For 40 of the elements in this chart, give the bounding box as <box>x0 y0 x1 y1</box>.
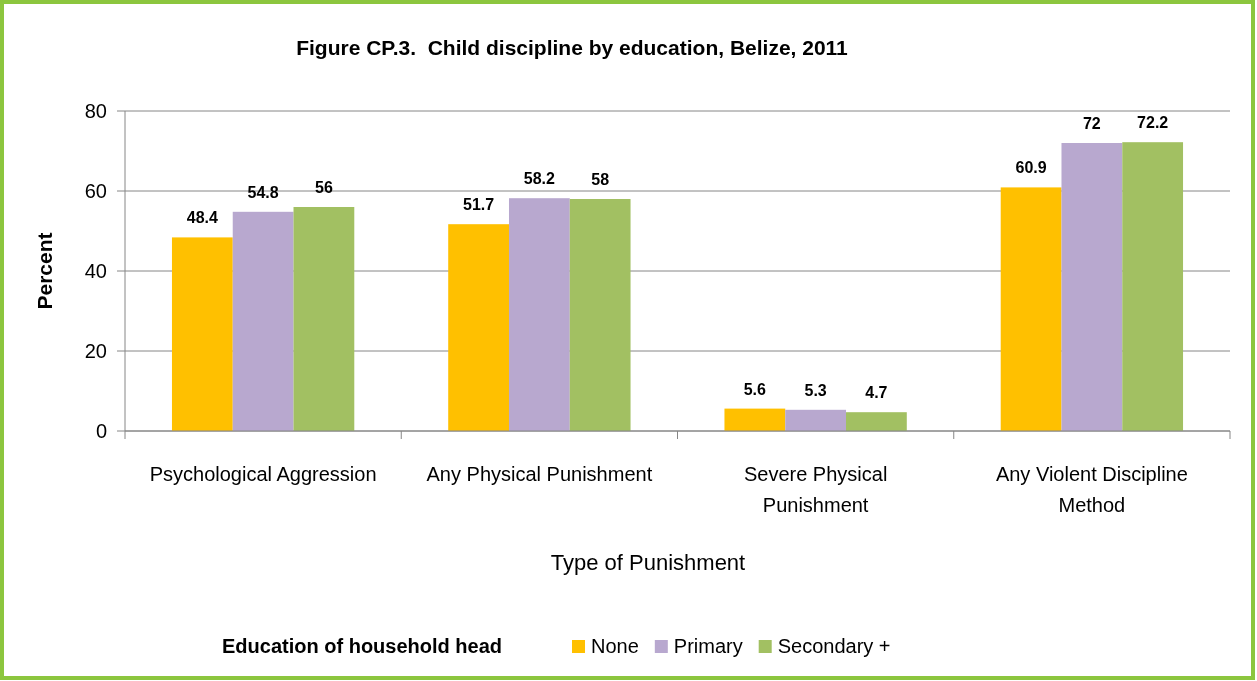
chart-title: Figure CP.3. Child discipline by education, Belize, 2011 <box>296 36 849 59</box>
bar <box>569 199 631 431</box>
x-tick-label: Severe Physical Punishment <box>743 463 888 516</box>
y-tick-label: 60 <box>84 180 107 202</box>
data-label: 54.8 <box>247 183 279 201</box>
data-label: 56 <box>315 179 333 196</box>
x-tick-label: Psychological Aggression <box>149 463 377 485</box>
x-tick-label: Any Violent Discipline Method <box>995 463 1188 516</box>
legend-label: Primary <box>673 635 743 657</box>
legend-label: Secondary + <box>777 635 891 657</box>
x-axis-title: Type of Punishment <box>550 550 746 575</box>
bar <box>232 211 294 431</box>
legend-label: None <box>591 635 639 657</box>
data-label: 48.4 <box>186 209 219 227</box>
bar <box>785 409 847 431</box>
bar <box>448 224 509 431</box>
y-tick-label: 0 <box>95 420 107 442</box>
data-label: 72 <box>1082 115 1101 132</box>
data-label: 72.2 <box>1137 114 1169 132</box>
bar <box>846 412 907 431</box>
bar <box>724 408 786 431</box>
y-axis-title: Percent <box>33 232 56 310</box>
data-label: 60.9 <box>1015 159 1047 177</box>
legend-title: Education of household head <box>222 635 502 657</box>
x-tick-label: Any Physical Punishment <box>426 463 653 485</box>
data-label: 51.7 <box>463 196 495 214</box>
data-label: 4.7 <box>865 384 888 402</box>
data-label: 5.3 <box>804 381 827 399</box>
data-label: 5.6 <box>743 380 767 398</box>
data-label: 58 <box>591 171 610 188</box>
bar <box>171 237 233 431</box>
data-label: 58.2 <box>523 170 556 188</box>
bar <box>508 198 570 431</box>
y-tick-label: 40 <box>84 260 107 282</box>
y-tick-label: 80 <box>84 100 107 122</box>
bar <box>293 207 355 431</box>
y-tick-label: 20 <box>84 340 107 362</box>
bar <box>1061 143 1123 431</box>
bar <box>1000 187 1062 431</box>
bar <box>1122 142 1184 431</box>
